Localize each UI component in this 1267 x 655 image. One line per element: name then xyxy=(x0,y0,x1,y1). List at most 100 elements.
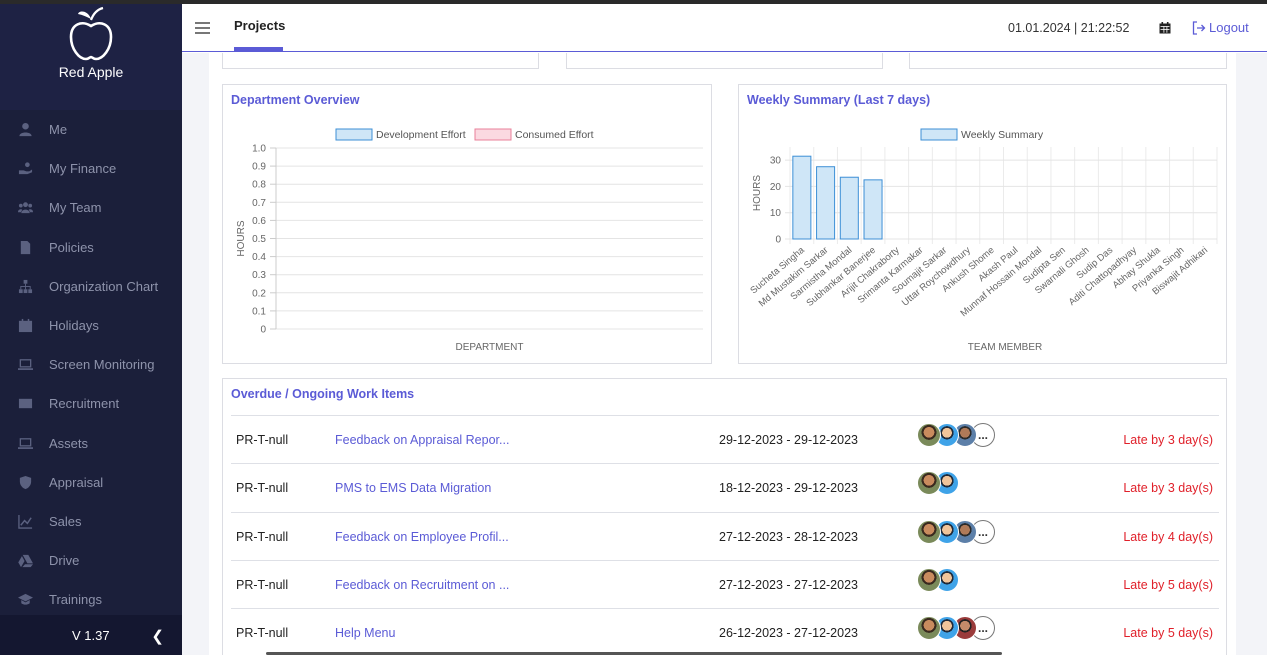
summary-card xyxy=(909,53,1227,69)
sidebar-item-label: Drive xyxy=(49,553,80,569)
avatar[interactable] xyxy=(917,616,941,641)
y-tick-label: 0.7 xyxy=(252,198,266,209)
work-item-date-range: 18-12-2023 - 29-12-2023 xyxy=(719,481,858,496)
brand-name: Red Apple xyxy=(58,64,124,80)
sidebar-item-recruitment[interactable]: Recruitment xyxy=(0,384,182,423)
y-tick-label: 0.3 xyxy=(252,270,266,281)
sidebar-item-appraisal[interactable]: Appraisal xyxy=(0,463,182,502)
sidebar-item-label: Assets xyxy=(49,435,89,451)
sidebar-item-trainings[interactable]: Trainings xyxy=(0,580,182,619)
department-overview-chart: Development Effort Consumed Effort 0 0.1 0.2… xyxy=(236,128,703,353)
avatar[interactable] xyxy=(917,519,941,544)
line-chart-icon xyxy=(16,513,34,529)
logout-button[interactable]: Logout xyxy=(1192,20,1249,35)
y-tick-label: 0 xyxy=(260,325,266,336)
sidebar-item-holidays[interactable]: Holidays xyxy=(0,306,182,345)
work-item-code: PR-T-null xyxy=(236,577,289,592)
work-items-title: Overdue / Ongoing Work Items xyxy=(231,387,415,401)
sidebar-item-label: Trainings xyxy=(49,592,102,608)
assignee-avatars[interactable] xyxy=(917,567,959,592)
sidebar-item-label: Appraisal xyxy=(49,474,104,490)
legend-label: Development Effort xyxy=(376,129,466,141)
dashboard-panel: Department Overview Development Effort Co… xyxy=(209,53,1236,655)
horizontal-scrollbar[interactable] xyxy=(266,652,1002,655)
table-row[interactable]: PR-T-null Help Menu 26-12-2023 - 27-12-202… xyxy=(231,608,1219,655)
laptop-icon xyxy=(16,357,34,373)
weekly-summary-card: Weekly Summary (Last 7 days) Weekly Summ… xyxy=(738,84,1227,364)
assignee-avatars[interactable] xyxy=(917,471,959,496)
table-row[interactable]: PR-T-null Feedback on Appraisal Repor... 2… xyxy=(231,415,1219,463)
work-item-name-link[interactable]: Feedback on Employee Profil... xyxy=(335,529,509,544)
laptop-icon xyxy=(16,435,34,451)
top-header: Projects 01.01.2024 | 21:22:52 Logout xyxy=(182,4,1267,52)
avatar[interactable] xyxy=(917,471,941,496)
weekly-summary-title: Weekly Summary (Last 7 days) xyxy=(747,93,931,107)
legend-swatch xyxy=(920,128,958,141)
sidebar-item-sales[interactable]: Sales xyxy=(0,502,182,541)
sidebar-item-label: Me xyxy=(49,122,68,138)
sidebar-item-me[interactable]: Me xyxy=(0,110,182,149)
sidebar-item-assets[interactable]: Assets xyxy=(0,424,182,463)
work-item-name-link[interactable]: Help Menu xyxy=(335,626,396,641)
y-tick-label: 0.9 xyxy=(252,162,266,173)
logout-icon xyxy=(1192,20,1206,35)
work-item-name-link[interactable]: Feedback on Appraisal Repor... xyxy=(335,433,510,447)
bar[interactable] xyxy=(863,179,883,240)
y-tick-label: 0.8 xyxy=(252,180,266,191)
work-item-name-link[interactable]: PMS to EMS Data Migration xyxy=(335,481,492,496)
y-axis-label: HOURS xyxy=(752,175,763,211)
sidebar-item-drive[interactable]: Drive xyxy=(0,541,182,580)
tab-projects[interactable]: Projects xyxy=(234,18,286,33)
table-row[interactable]: PR-T-null Feedback on Employee Profil... 2… xyxy=(231,511,1219,560)
sidebar-item-label: Sales xyxy=(49,513,82,529)
collapse-sidebar-icon[interactable]: ❮ xyxy=(151,628,164,645)
sidebar-item-screen-monitoring[interactable]: Screen Monitoring xyxy=(0,345,182,384)
x-axis-label: DEPARTMENT xyxy=(456,342,524,353)
avatar[interactable] xyxy=(917,423,941,447)
sidebar-item-label: Organization Chart xyxy=(49,278,159,294)
hand-coin-icon xyxy=(16,161,34,177)
bar[interactable] xyxy=(792,155,812,240)
apple-logo-icon xyxy=(69,6,113,61)
envelope-icon xyxy=(16,396,34,412)
work-item-name-link[interactable]: Feedback on Recruitment on ... xyxy=(335,577,510,592)
y-tick-label: 0.5 xyxy=(252,234,266,245)
calendar-icon[interactable] xyxy=(1159,22,1171,34)
hamburger-menu-icon[interactable] xyxy=(195,22,210,37)
y-tick-label: 0.1 xyxy=(252,306,266,317)
y-tick-label: 0 xyxy=(775,235,781,246)
table-row[interactable]: PR-T-null PMS to EMS Data Migration 18-12-… xyxy=(231,463,1219,511)
sidebar-item-label: Holidays xyxy=(49,318,99,334)
content-area: Department Overview Development Effort Co… xyxy=(182,53,1267,655)
sidebar-item-label: My Team xyxy=(49,200,102,216)
version-bar: V 1.37 ❮ xyxy=(0,615,182,655)
late-status: Late by 4 day(s) xyxy=(1123,529,1213,544)
y-tick-label: 30 xyxy=(770,156,782,167)
user-icon xyxy=(16,122,34,138)
drive-icon xyxy=(16,553,34,569)
y-tick-label: 0.2 xyxy=(252,288,266,299)
team-icon xyxy=(16,200,34,216)
bar[interactable] xyxy=(839,176,859,240)
late-status: Late by 3 day(s) xyxy=(1123,433,1213,447)
y-axis-label: HOURS xyxy=(236,220,247,256)
sidebar-item-policies[interactable]: Policies xyxy=(0,228,182,267)
graduation-cap-icon xyxy=(16,592,34,608)
table-row[interactable]: PR-T-null Feedback on Recruitment on ... 2… xyxy=(231,559,1219,608)
summary-card xyxy=(222,53,539,69)
sidebar-item-organization-chart[interactable]: Organization Chart xyxy=(0,267,182,306)
sidebar-item-my-finance[interactable]: My Finance xyxy=(0,149,182,188)
brand[interactable]: Red Apple xyxy=(0,4,182,110)
assignee-avatars[interactable]: ... xyxy=(917,423,995,447)
bar[interactable] xyxy=(816,166,836,240)
sidebar-item-my-team[interactable]: My Team xyxy=(0,188,182,227)
summary-card xyxy=(566,53,883,69)
avatar[interactable] xyxy=(917,567,941,592)
calendar-icon xyxy=(16,318,34,334)
assignee-avatars[interactable]: ... xyxy=(917,519,995,544)
department-overview-card: Department Overview Development Effort Co… xyxy=(222,84,712,364)
work-item-code: PR-T-null xyxy=(236,529,289,544)
sidebar-item-label: Recruitment xyxy=(49,396,120,412)
assignee-avatars[interactable]: ... xyxy=(917,616,995,641)
y-tick-label: 1.0 xyxy=(252,144,266,155)
